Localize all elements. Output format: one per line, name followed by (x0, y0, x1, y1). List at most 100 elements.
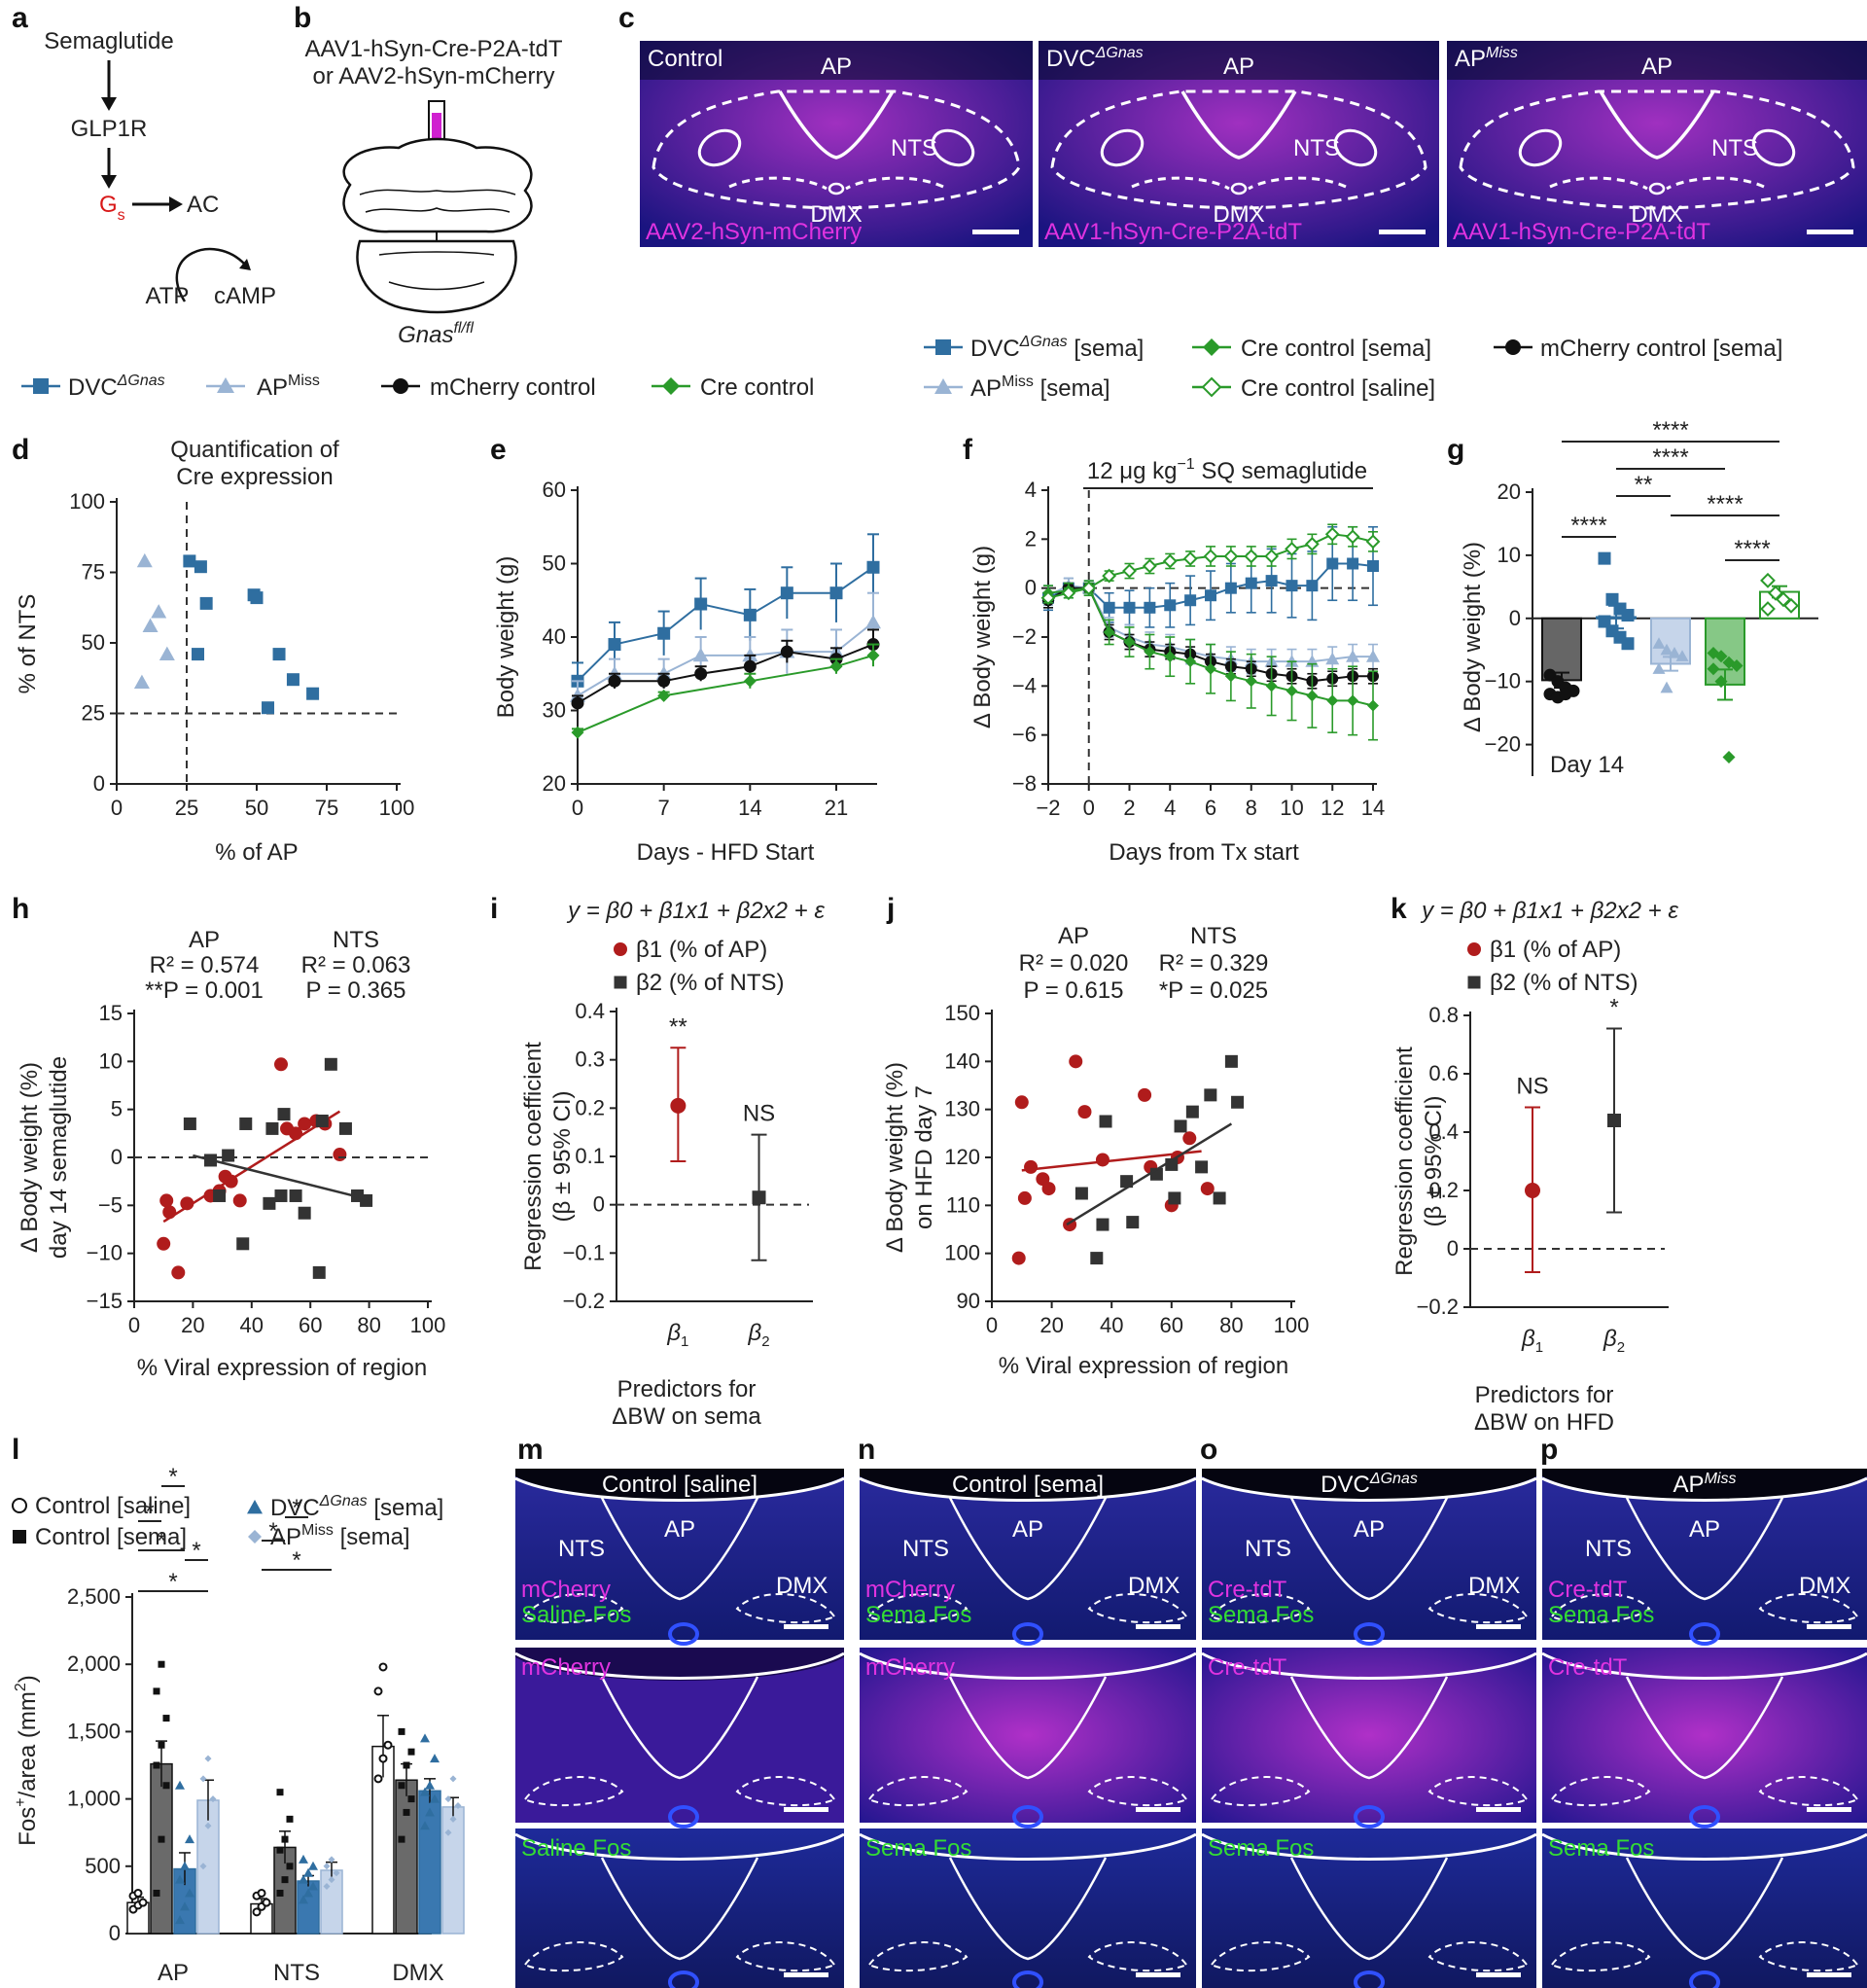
data-point (1668, 646, 1681, 658)
data-point (1345, 529, 1360, 545)
day-annotation: Day 14 (1550, 752, 1624, 778)
data-point (1652, 662, 1666, 674)
data-point (281, 1876, 289, 1884)
point-ap (298, 1117, 312, 1131)
dmx-outline (1427, 1593, 1528, 1624)
category-label: β2 (1603, 1326, 1625, 1356)
title-sup: Miss (1705, 1471, 1737, 1487)
panel-label-b: b (294, 2, 311, 34)
y-axis-label-line: Δ Body weight (%) (17, 1062, 43, 1253)
data-point (1367, 699, 1379, 712)
y-tick-label: 130 (944, 1097, 980, 1121)
point-nts (1120, 1175, 1134, 1189)
x-tick-label: 14 (1361, 796, 1385, 820)
stat-nts-p: *P = 0.025 (1159, 977, 1268, 1004)
data-point (829, 659, 843, 673)
surface-outline (859, 1651, 1197, 1680)
dmx-outline (735, 1776, 835, 1807)
y-axis-label-line: (β ± 95% CI) (549, 1091, 576, 1223)
stat-ap-r2: R² = 0.020 (1019, 950, 1129, 976)
brain-icon (342, 137, 533, 233)
chart-f: −8 −6 −4 −2 0 2 4 −2 0 2 4 6 8 10 12 14 12 μg kg−1 SQ se… (969, 456, 1385, 866)
channel-label: Sema Fos (1548, 1602, 1654, 1628)
lg: AP (270, 1524, 301, 1550)
y-tick-label: 90 (957, 1289, 980, 1313)
y-tick-label: 110 (946, 1192, 980, 1217)
lg-sup: Miss (301, 1522, 334, 1539)
surface-outline (514, 1832, 845, 1861)
y-tick-label: 0.8 (1428, 1003, 1459, 1027)
coefficient-point (670, 1097, 687, 1114)
y-axis-label: Δ Body weight (%) day 14 semaglutide (17, 1056, 72, 1259)
y-tick-label: −4 (1012, 673, 1037, 697)
data-point (1722, 751, 1736, 764)
cat-main: β (747, 1320, 761, 1346)
legend-beta1: β1 (% of AP) (636, 937, 767, 963)
fit-line (1066, 1122, 1233, 1226)
data-point (175, 1874, 185, 1884)
cat-sub: 1 (681, 1333, 688, 1350)
tissue-edge (860, 1469, 1196, 1500)
sig-label: * (168, 1464, 177, 1490)
y-tick-label: 2,000 (67, 1651, 121, 1676)
title-sup: ΔGnas (1369, 1471, 1418, 1487)
x-axis-label: % of AP (215, 839, 298, 866)
data-point (1730, 658, 1744, 672)
data-point (1103, 625, 1115, 638)
y-axis-label: Δ Body weight (g) (969, 546, 996, 728)
legend-control-sema: Control [sema] (35, 1524, 187, 1550)
data-point (153, 1687, 160, 1695)
y-axis-label-line: Δ Body weight (g) (969, 546, 996, 728)
point-ap-miss (151, 604, 167, 619)
panel-label-m: m (517, 1434, 544, 1466)
point-dvc (306, 687, 320, 700)
y-tick-label: 15 (99, 1001, 123, 1025)
data-point (694, 667, 708, 681)
ap-outline (600, 1676, 759, 1780)
data-point (328, 1876, 335, 1884)
legend-mcherry-label: mCherry control (430, 374, 596, 401)
legend-marker (12, 1498, 27, 1513)
point-nts (1096, 1218, 1110, 1231)
ann-part: 12 μg kg (1087, 458, 1178, 484)
data-point (133, 1888, 143, 1898)
central-canal (1648, 182, 1666, 195)
data-point (1285, 541, 1299, 556)
data-point (1347, 694, 1359, 707)
data-point (657, 689, 671, 702)
label-ap: AP (1689, 1516, 1720, 1543)
data-point (1707, 662, 1720, 676)
data-point (378, 1754, 388, 1763)
label-nts: NTS (1293, 135, 1340, 161)
x-tick-label: 50 (245, 796, 268, 820)
dmx-outline (1551, 1941, 1651, 1972)
sig-label: NS (1516, 1074, 1548, 1100)
data-point (743, 608, 757, 621)
y-axis-label-line: (β ± 95% CI) (1421, 1096, 1447, 1227)
cat-main: β (666, 1320, 681, 1346)
data-point (373, 1774, 383, 1784)
data-point (1061, 586, 1076, 601)
pathway-arrowhead (239, 259, 251, 270)
data-point (1144, 601, 1156, 614)
data-point (1205, 662, 1216, 675)
point-dvc (183, 554, 196, 568)
y-tick-label: 5 (111, 1097, 123, 1121)
y-tick-label: 50 (82, 630, 105, 655)
coefficient-point (1607, 1114, 1621, 1127)
data-point (420, 1733, 430, 1743)
series-line (577, 643, 874, 704)
pathway-arrowhead (169, 196, 183, 212)
data-point (1346, 650, 1360, 662)
panel-label-d: d (12, 434, 29, 466)
sig-label: * (145, 1499, 154, 1525)
x-tick-label: 4 (1164, 796, 1176, 820)
central-canal (1689, 1622, 1720, 1646)
x-tick-label: 0 (572, 796, 583, 820)
point-nts (1174, 1119, 1187, 1133)
sig-label: ** (669, 1013, 687, 1040)
point-nts (1204, 1088, 1217, 1102)
point-ap (159, 1193, 174, 1208)
